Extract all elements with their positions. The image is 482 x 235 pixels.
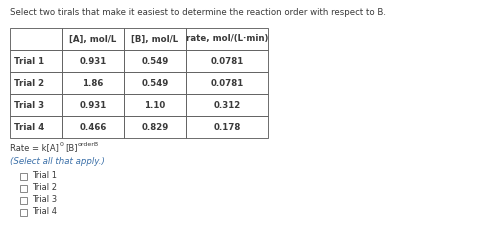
Text: 0.0781: 0.0781 [210,78,243,87]
Bar [20,208,27,215]
Bar [62,94,124,116]
Text: Trial 2: Trial 2 [32,184,57,192]
Bar [186,94,268,116]
Bar [20,172,27,180]
Text: Trial 1: Trial 1 [14,56,44,66]
Bar [186,72,268,94]
Text: 1.10: 1.10 [145,101,166,110]
Bar [10,72,62,94]
Text: Trial 4: Trial 4 [32,208,57,216]
Text: [B], mol/L: [B], mol/L [132,35,178,43]
Text: 0.829: 0.829 [141,122,169,132]
Bar [124,72,186,94]
Text: Rate = k[A]: Rate = k[A] [10,144,59,153]
Bar [62,116,124,138]
Bar [10,116,62,138]
Text: 0: 0 [60,141,64,146]
Bar [62,50,124,72]
Bar [124,50,186,72]
Text: rate, mol/(L·min): rate, mol/(L·min) [186,35,268,43]
Bar [10,28,62,50]
Text: [B]: [B] [65,144,78,153]
Text: 0.549: 0.549 [141,56,169,66]
Bar [62,72,124,94]
Text: Trial 2: Trial 2 [14,78,44,87]
Text: (Select all that apply.): (Select all that apply.) [10,157,105,167]
Text: 0.312: 0.312 [214,101,241,110]
Bar [124,116,186,138]
Text: Trial 3: Trial 3 [32,196,57,204]
Text: 0.931: 0.931 [80,101,107,110]
Text: Trial 4: Trial 4 [14,122,44,132]
Text: 0.549: 0.549 [141,78,169,87]
Bar [10,50,62,72]
Text: 0.178: 0.178 [214,122,241,132]
Bar [20,196,27,204]
Text: Trial 1: Trial 1 [32,172,57,180]
Bar [186,28,268,50]
Bar [20,184,27,192]
Text: Trial 3: Trial 3 [14,101,44,110]
Bar [186,50,268,72]
Text: [A], mol/L: [A], mol/L [69,35,117,43]
Text: 0.931: 0.931 [80,56,107,66]
Bar [186,116,268,138]
Bar [10,94,62,116]
Bar [124,94,186,116]
Bar [124,28,186,50]
Text: 1.86: 1.86 [82,78,104,87]
Bar [62,28,124,50]
Text: orderB: orderB [78,141,99,146]
Text: Select two tirals that make it easiest to determine the reaction order with resp: Select two tirals that make it easiest t… [10,8,386,17]
Text: 0.0781: 0.0781 [210,56,243,66]
Text: 0.466: 0.466 [80,122,107,132]
